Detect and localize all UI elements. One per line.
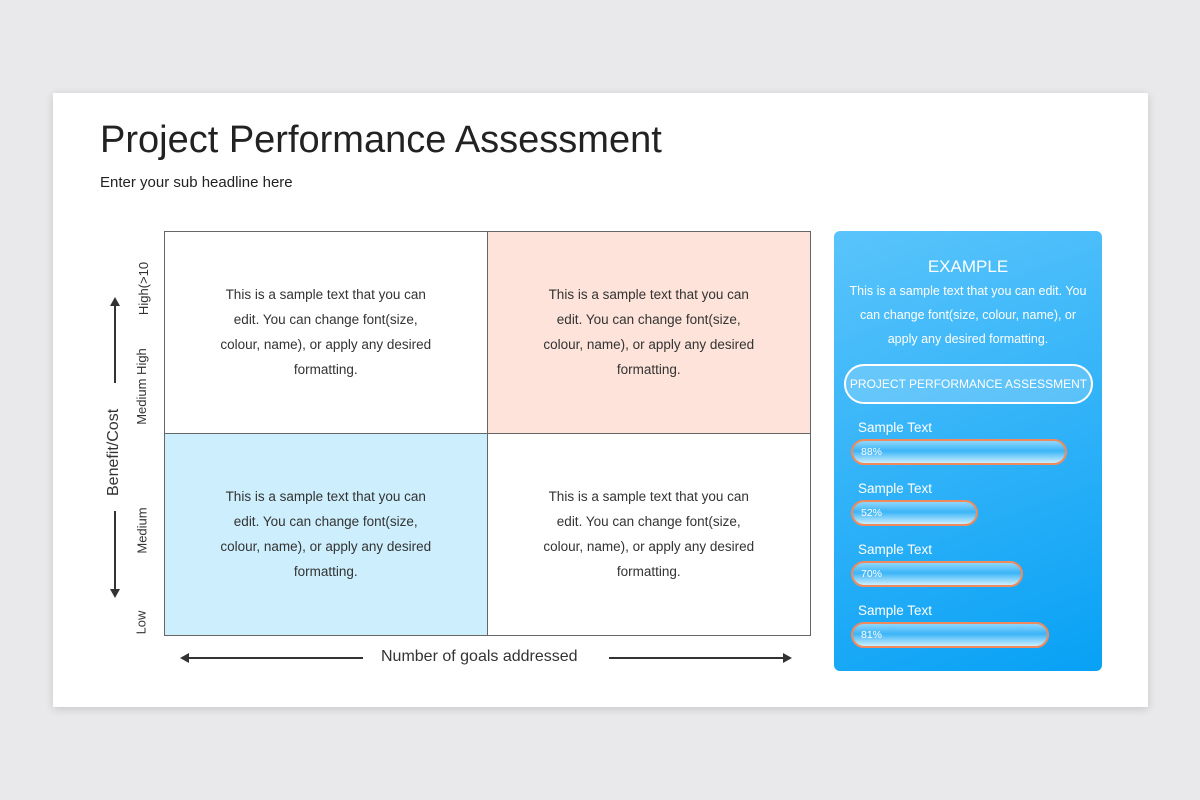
arrow-right-icon [783,653,792,663]
x-arrow-left [187,657,363,659]
bar-value: 70% [861,568,883,580]
assessment-pill: PROJECT PERFORMANCE ASSESSMENT [844,364,1093,404]
y-tick-low: Low [133,610,149,635]
bar-label: Sample Text [858,481,933,496]
subtitle: Enter your sub headline here [100,174,293,191]
progress-bar: 52% [851,500,978,526]
bar-label: Sample Text [858,603,933,618]
matrix-cell-bottom-right: This is a sample text that you can edit.… [543,489,755,580]
arrow-down-icon [110,589,120,598]
x-axis-label: Number of goals addressed [381,648,578,665]
example-panel: EXAMPLE This is a sample text that you c… [834,231,1102,671]
y-tick-medium: Medium [134,507,150,554]
matrix-cell-top-left: This is a sample text that you can edit.… [165,232,488,434]
bar-label: Sample Text [858,420,933,435]
y-tick-medium-high: Medium High [133,348,149,425]
matrix-grid: This is a sample text that you can edit.… [164,231,811,636]
bar-label: Sample Text [858,542,933,557]
y-arrow-up [114,303,116,383]
panel-heading: EXAMPLE [927,257,1009,276]
arrow-left-icon [180,653,189,663]
page-title: Project Performance Assessment [100,119,662,161]
y-arrow-down [114,511,116,591]
bar-value: 52% [861,507,883,519]
progress-bar: 88% [851,439,1067,465]
progress-bar: 81% [851,622,1049,648]
bar-value: 81% [861,629,883,641]
panel-text: This is a sample text that you can edit.… [849,284,1087,346]
progress-bar: 70% [851,561,1023,587]
arrow-up-icon [110,297,120,306]
y-axis-label: Benefit/Cost [105,408,122,496]
matrix-cell-bottom-left: This is a sample text that you can edit.… [165,433,488,635]
y-tick-high: High(>10 [136,261,152,316]
matrix-cell-top-right: This is a sample text that you can edit.… [487,232,810,434]
bar-value: 88% [861,446,883,458]
x-arrow-right [609,657,785,659]
slide: Project Performance Assessment Enter you… [53,93,1148,707]
